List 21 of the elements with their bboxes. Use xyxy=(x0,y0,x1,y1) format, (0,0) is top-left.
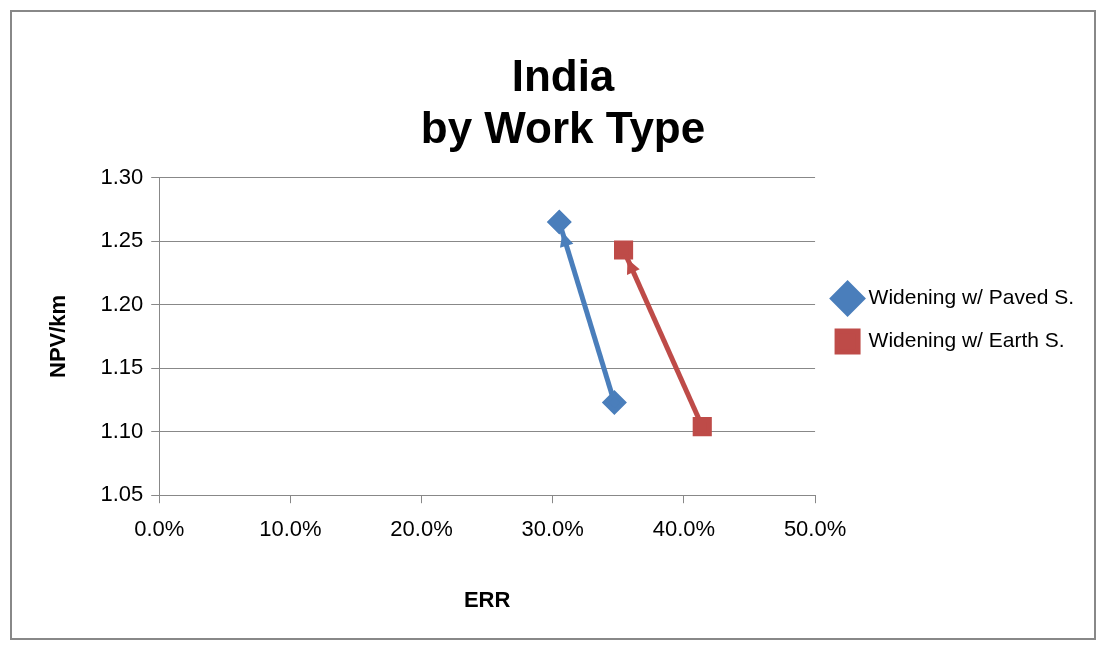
y-axis-title: NPV/km xyxy=(45,294,71,378)
y-tick-label: 1.30 xyxy=(100,163,144,189)
y-tick-label: 1.10 xyxy=(100,417,144,443)
y-tick-label: 1.25 xyxy=(100,227,144,253)
y-tick-label: 1.15 xyxy=(100,354,144,380)
point xyxy=(613,240,634,260)
x-tick-label: 40.0% xyxy=(652,516,716,542)
x-tick-label: 10.0% xyxy=(259,516,322,542)
point xyxy=(692,417,712,437)
point xyxy=(602,390,626,414)
x-tick-label: 50.0% xyxy=(783,516,847,542)
x-tick-label: 30.0% xyxy=(521,516,584,542)
x-axis-title: ERR xyxy=(463,586,511,612)
chart-title: India by Work Type xyxy=(420,50,706,153)
y-tick-label: 1.20 xyxy=(100,290,144,316)
x-tick-label: 0.0% xyxy=(134,516,185,542)
y-tick-label: 1.05 xyxy=(100,481,144,507)
legend-label: Widening w/ Paved S. xyxy=(868,285,1074,309)
point xyxy=(547,210,571,234)
legend-label: Widening w/ Earth S. xyxy=(868,328,1065,352)
x-tick-label: 20.0% xyxy=(390,516,453,542)
